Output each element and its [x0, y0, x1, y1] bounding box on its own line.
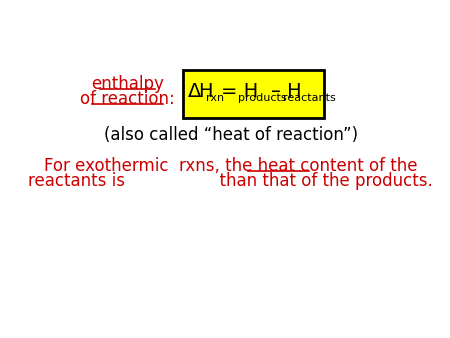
Text: = H: = H: [221, 82, 259, 101]
Text: reactants: reactants: [284, 93, 336, 102]
Text: enthalpy: enthalpy: [91, 75, 164, 93]
Text: For exothermic  rxns, the heat content of the: For exothermic rxns, the heat content of…: [44, 157, 418, 175]
Text: – H: – H: [271, 82, 302, 101]
Text: rxn: rxn: [206, 93, 224, 102]
Text: reactants is                  than that of the products.: reactants is than that of the products.: [28, 172, 433, 191]
Text: of reaction:: of reaction:: [80, 90, 175, 108]
Text: products: products: [238, 93, 286, 102]
Text: (also called “heat of reaction”): (also called “heat of reaction”): [104, 126, 358, 144]
Text: $\Delta$: $\Delta$: [187, 82, 202, 101]
Bar: [183, 70, 324, 118]
Text: H: H: [198, 82, 212, 101]
